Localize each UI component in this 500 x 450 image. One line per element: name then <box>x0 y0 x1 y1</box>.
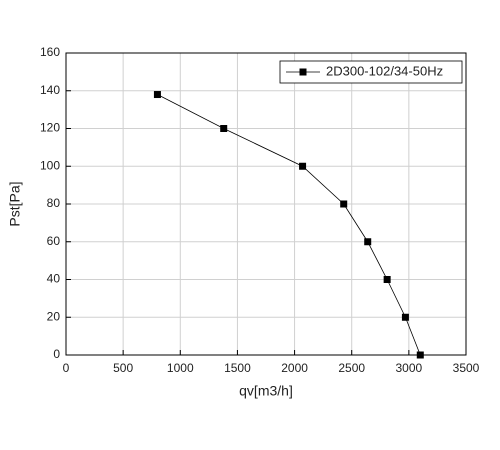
x-tick-label: 500 <box>113 361 133 375</box>
legend-label: 2D300-102/34-50Hz <box>326 63 443 78</box>
legend-marker <box>299 68 307 76</box>
y-tick-label: 60 <box>47 234 61 248</box>
plot-frame <box>65 52 467 356</box>
y-tick-label: 140 <box>40 83 60 97</box>
x-tick-label: 1500 <box>224 361 251 375</box>
marker <box>220 125 228 132</box>
marker <box>153 91 161 99</box>
x-tick-label: 3500 <box>453 361 480 375</box>
y-tick-label: 40 <box>47 272 61 286</box>
x-tick-label: 3000 <box>396 361 423 375</box>
marker <box>364 238 372 246</box>
x-tick-label: 2000 <box>281 361 308 375</box>
x-tick-label: 2500 <box>338 361 365 375</box>
y-tick-label: 20 <box>47 309 61 323</box>
series-line <box>157 94 421 356</box>
marker <box>416 351 424 359</box>
marker <box>299 162 307 170</box>
x-tick-label: 1000 <box>167 361 194 375</box>
legend: 2D300-102/34-50Hz <box>279 60 463 84</box>
y-tick-label: 160 <box>40 45 60 59</box>
marker <box>383 276 391 283</box>
y-tick-label: 100 <box>40 158 60 172</box>
x-axis-title: qv[m3/h] <box>239 383 293 399</box>
y-tick-label: 120 <box>40 121 60 135</box>
x-tick-label: 0 <box>63 361 70 375</box>
marker <box>401 313 409 321</box>
legend-box <box>279 60 463 84</box>
y-tick-label: 80 <box>47 196 61 210</box>
marker <box>340 200 348 208</box>
y-axis-title: Pst[Pa] <box>7 181 23 226</box>
y-tick-label: 0 <box>53 347 60 361</box>
